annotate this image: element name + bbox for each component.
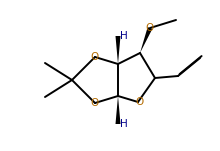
Text: O: O <box>90 52 98 62</box>
Text: O: O <box>146 23 154 33</box>
Text: O: O <box>90 98 98 108</box>
Polygon shape <box>116 96 121 124</box>
Polygon shape <box>140 27 152 53</box>
Text: O: O <box>136 97 144 107</box>
Polygon shape <box>116 36 121 64</box>
Text: H: H <box>120 31 128 41</box>
Text: H: H <box>120 119 128 129</box>
